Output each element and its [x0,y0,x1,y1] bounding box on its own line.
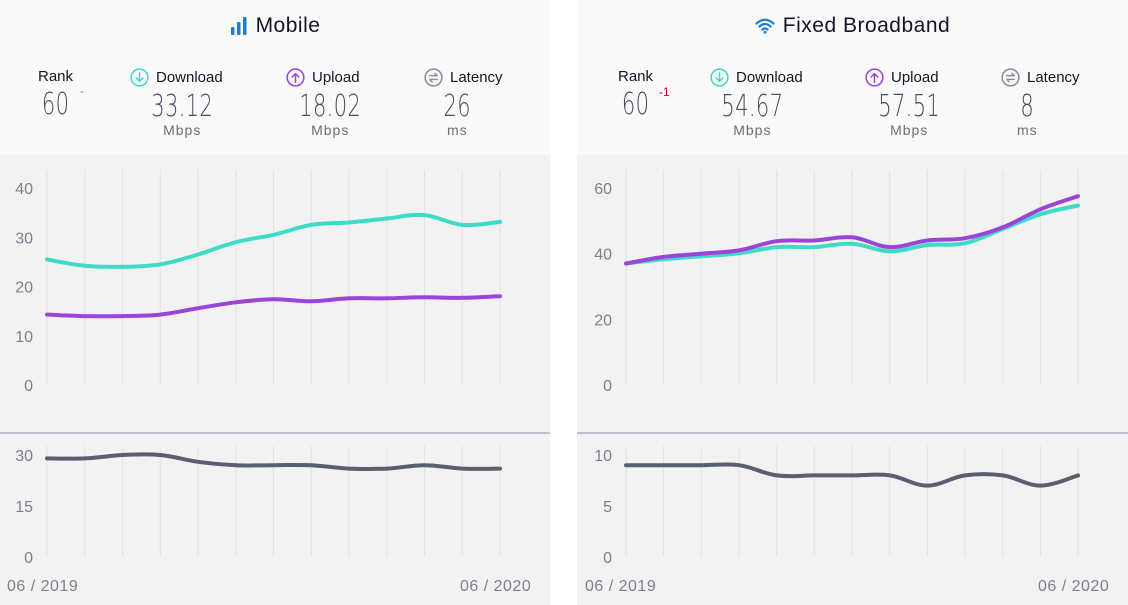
mobile-download-line [45,212,502,269]
mobile-latency-line [45,452,502,472]
mobile-latency-y-tick: 0 [24,550,33,567]
upload-label: Upload [891,69,939,86]
fixed-upload-line [624,194,1080,266]
mobile-download: Download 33.12 Mbps [130,68,226,137]
rank-change: -1 [659,85,670,99]
mobile-speed-y-tick: 20 [15,280,33,297]
mobile-speed-y-tick: 30 [15,230,33,247]
latency-value: 26 [443,89,471,124]
fixed-rank: Rank 60 [618,68,655,121]
mobile-speed-y-tick: 10 [15,329,33,346]
rank-label: Rank [38,68,74,85]
upload-icon [286,68,305,87]
mobile-title-text: Mobile [255,14,321,37]
mobile-speed-y-tick: 40 [15,181,33,198]
mobile-title: Mobile [0,14,550,38]
fixed-title: Fixed Broadband [577,14,1128,38]
fixed-latency-y-tick: 0 [603,550,612,567]
download-value: 33.12 [151,89,214,124]
mobile-latency: Latency 26 ms [424,68,503,137]
mobile-upload-line [45,294,502,319]
fixed-chart: 0 20 40 60 0 5 10 [577,170,1128,575]
mobile-speed-y-tick: 0 [24,378,33,395]
mobile-rank: Rank 60 [38,68,75,121]
date-end-label: 06 / 2020 [1038,578,1110,595]
fixed-speed-y-tick: 60 [594,181,612,198]
fixed-upload: Upload 57.51 Mbps [865,68,953,137]
download-label: Download [156,69,223,86]
download-icon [710,68,729,87]
fixed-latency-y-tick: 5 [603,499,612,516]
latency-icon [1001,68,1020,87]
mobile-panel: Mobile Rank 60 - Download 33.12 Mbps [0,0,550,605]
download-value: 54.67 [721,89,784,124]
mobile-latency-y-tick: 15 [15,499,33,516]
upload-icon [865,68,884,87]
rank-value: 60 [621,87,650,122]
download-label: Download [736,69,803,86]
mobile-header: Mobile Rank 60 - Download 33.12 Mbps [0,0,550,155]
fixed-broadband-panel: Fixed Broadband Rank 60 -1 Download 54.6… [577,0,1128,605]
mobile-latency-area [0,434,550,575]
fixed-latency-line [624,462,1080,488]
rank-change: - [80,84,84,98]
upload-unit: Mbps [890,122,929,138]
latency-icon [424,68,443,87]
signal-bars-icon [230,17,247,35]
download-icon [130,68,149,87]
mobile-latency-y-tick: 30 [15,448,33,465]
latency-unit: ms [446,122,468,138]
rank-value: 60 [41,87,70,122]
upload-unit: Mbps [311,122,350,138]
latency-unit: ms [1016,122,1038,138]
date-start-label: 06 / 2019 [7,578,79,595]
latency-label: Latency [1027,69,1080,86]
fixed-header: Fixed Broadband Rank 60 -1 Download 54.6… [577,0,1128,155]
latency-value: 8 [1020,89,1035,124]
upload-label: Upload [312,69,360,86]
fixed-download: Download 54.67 Mbps [710,68,803,137]
fixed-speed-y-tick: 0 [603,378,612,395]
latency-label: Latency [450,69,503,86]
rank-label: Rank [618,68,654,85]
mobile-upload: Upload 18.02 Mbps [286,68,374,137]
fixed-speed-y-tick: 40 [594,247,612,264]
upload-value: 57.51 [878,89,941,124]
download-unit: Mbps [733,122,772,138]
fixed-latency-y-tick: 10 [594,448,612,465]
download-unit: Mbps [163,122,202,138]
mobile-chart: 0 10 20 30 40 0 15 30 [0,170,550,575]
upload-value: 18.02 [299,89,362,124]
fixed-title-text: Fixed Broadband [782,14,951,37]
date-start-label: 06 / 2019 [585,578,657,595]
fixed-speed-y-tick: 20 [594,312,612,329]
fixed-latency: Latency 8 ms [1001,68,1080,137]
wifi-icon [755,18,775,34]
date-end-label: 06 / 2020 [460,578,532,595]
